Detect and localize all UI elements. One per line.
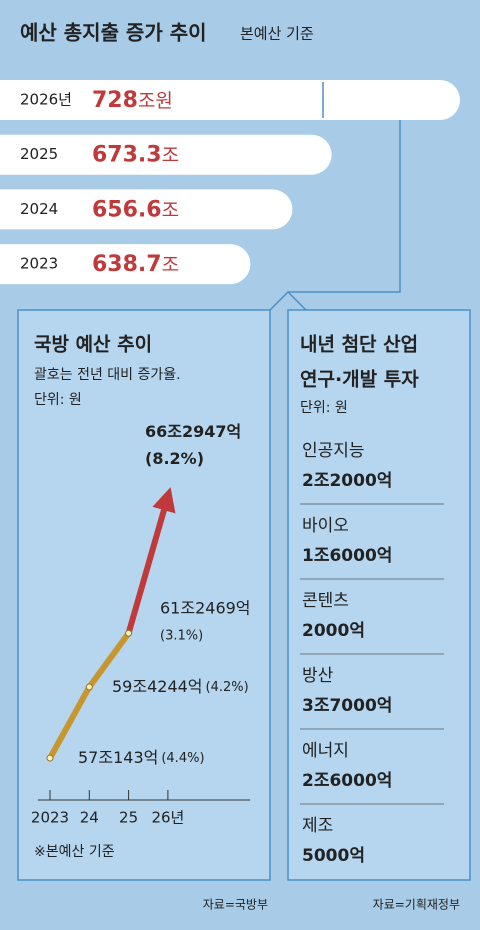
bar	[0, 134, 332, 175]
subtitle: 본예산 기준	[240, 25, 314, 43]
unit: 단위: 원	[300, 400, 348, 416]
value-label: 57조143억	[78, 748, 158, 767]
line-segment	[125, 487, 176, 635]
item-name: 제조	[302, 816, 333, 836]
value-label: 673.3	[92, 143, 162, 168]
item-name: 바이오	[302, 516, 349, 536]
unit-label: 조	[162, 254, 179, 276]
bar-category: 2025	[20, 145, 58, 163]
value-label: 61조2469억	[160, 599, 251, 618]
x-tick-label: 26년	[151, 809, 184, 827]
panel-title: 내년 첨단 산업	[300, 334, 418, 356]
item-amount: 3조7000억	[302, 696, 392, 716]
bar	[0, 80, 460, 120]
item-amount: 1조6000억	[302, 546, 392, 566]
value-label: 728	[92, 88, 138, 113]
defense-panel	[17, 309, 271, 881]
panel-title: 연구·개발 투자	[300, 369, 419, 391]
unit-label: 조원	[138, 90, 173, 112]
value-label: 66조2947억	[145, 422, 241, 441]
source: 자료=국방부	[203, 898, 268, 912]
item-amount: 2000억	[302, 621, 365, 641]
footnote: ※본예산 기준	[34, 844, 115, 860]
connector	[287, 291, 307, 311]
growth-label: (8.2%)	[145, 449, 204, 468]
bar	[0, 189, 293, 230]
line-segment	[86, 631, 132, 689]
point	[125, 629, 133, 637]
x-tick-label: 25	[119, 809, 138, 827]
panel-title: 국방 예산 추이	[34, 334, 152, 356]
x-tick-label: 24	[80, 809, 99, 827]
bar-label: 638.7조	[92, 252, 179, 277]
item-name: 방산	[302, 666, 334, 686]
title: 예산 총지출 증가 추이	[20, 21, 207, 45]
unit-label: 조	[162, 144, 179, 166]
item-amount: 2조6000억	[302, 771, 392, 791]
note: 단위: 원	[34, 392, 82, 408]
growth-label: (4.4%)	[161, 751, 204, 766]
line-segment	[47, 685, 92, 760]
note: 괄호는 전년 대비 증가율.	[34, 367, 181, 383]
connector	[269, 101, 401, 311]
x-tick-label: 2023	[31, 809, 69, 827]
value-label: 656.6	[92, 197, 162, 222]
bar-category: 2024	[20, 200, 58, 218]
data-label: 57조143억 (4.4%)	[78, 748, 205, 767]
point	[85, 683, 93, 691]
unit-label: 조	[162, 199, 179, 221]
bar-category: 2023	[20, 255, 58, 273]
item-amount: 2조2000억	[302, 471, 392, 491]
item-name: 인공지능	[302, 441, 365, 461]
growth-label: (4.2%)	[206, 679, 249, 694]
rd-panel	[287, 309, 471, 881]
bar-label: 728조원	[92, 88, 173, 113]
bar-label: 673.3조	[92, 143, 179, 168]
value-label: 638.7	[92, 252, 162, 277]
bar-label: 656.6조	[92, 197, 179, 222]
item-name: 에너지	[302, 741, 349, 761]
growth-label: (3.1%)	[160, 629, 203, 644]
bar	[0, 244, 251, 285]
item-name: 콘텐츠	[302, 591, 349, 611]
data-label: 59조4244억 (4.2%)	[112, 676, 249, 695]
source: 자료=기획재정부	[373, 898, 460, 912]
item-amount: 5000억	[302, 846, 365, 866]
bar-category: 2026년	[20, 91, 72, 109]
point	[46, 754, 54, 762]
value-label: 59조4244억	[112, 676, 203, 695]
